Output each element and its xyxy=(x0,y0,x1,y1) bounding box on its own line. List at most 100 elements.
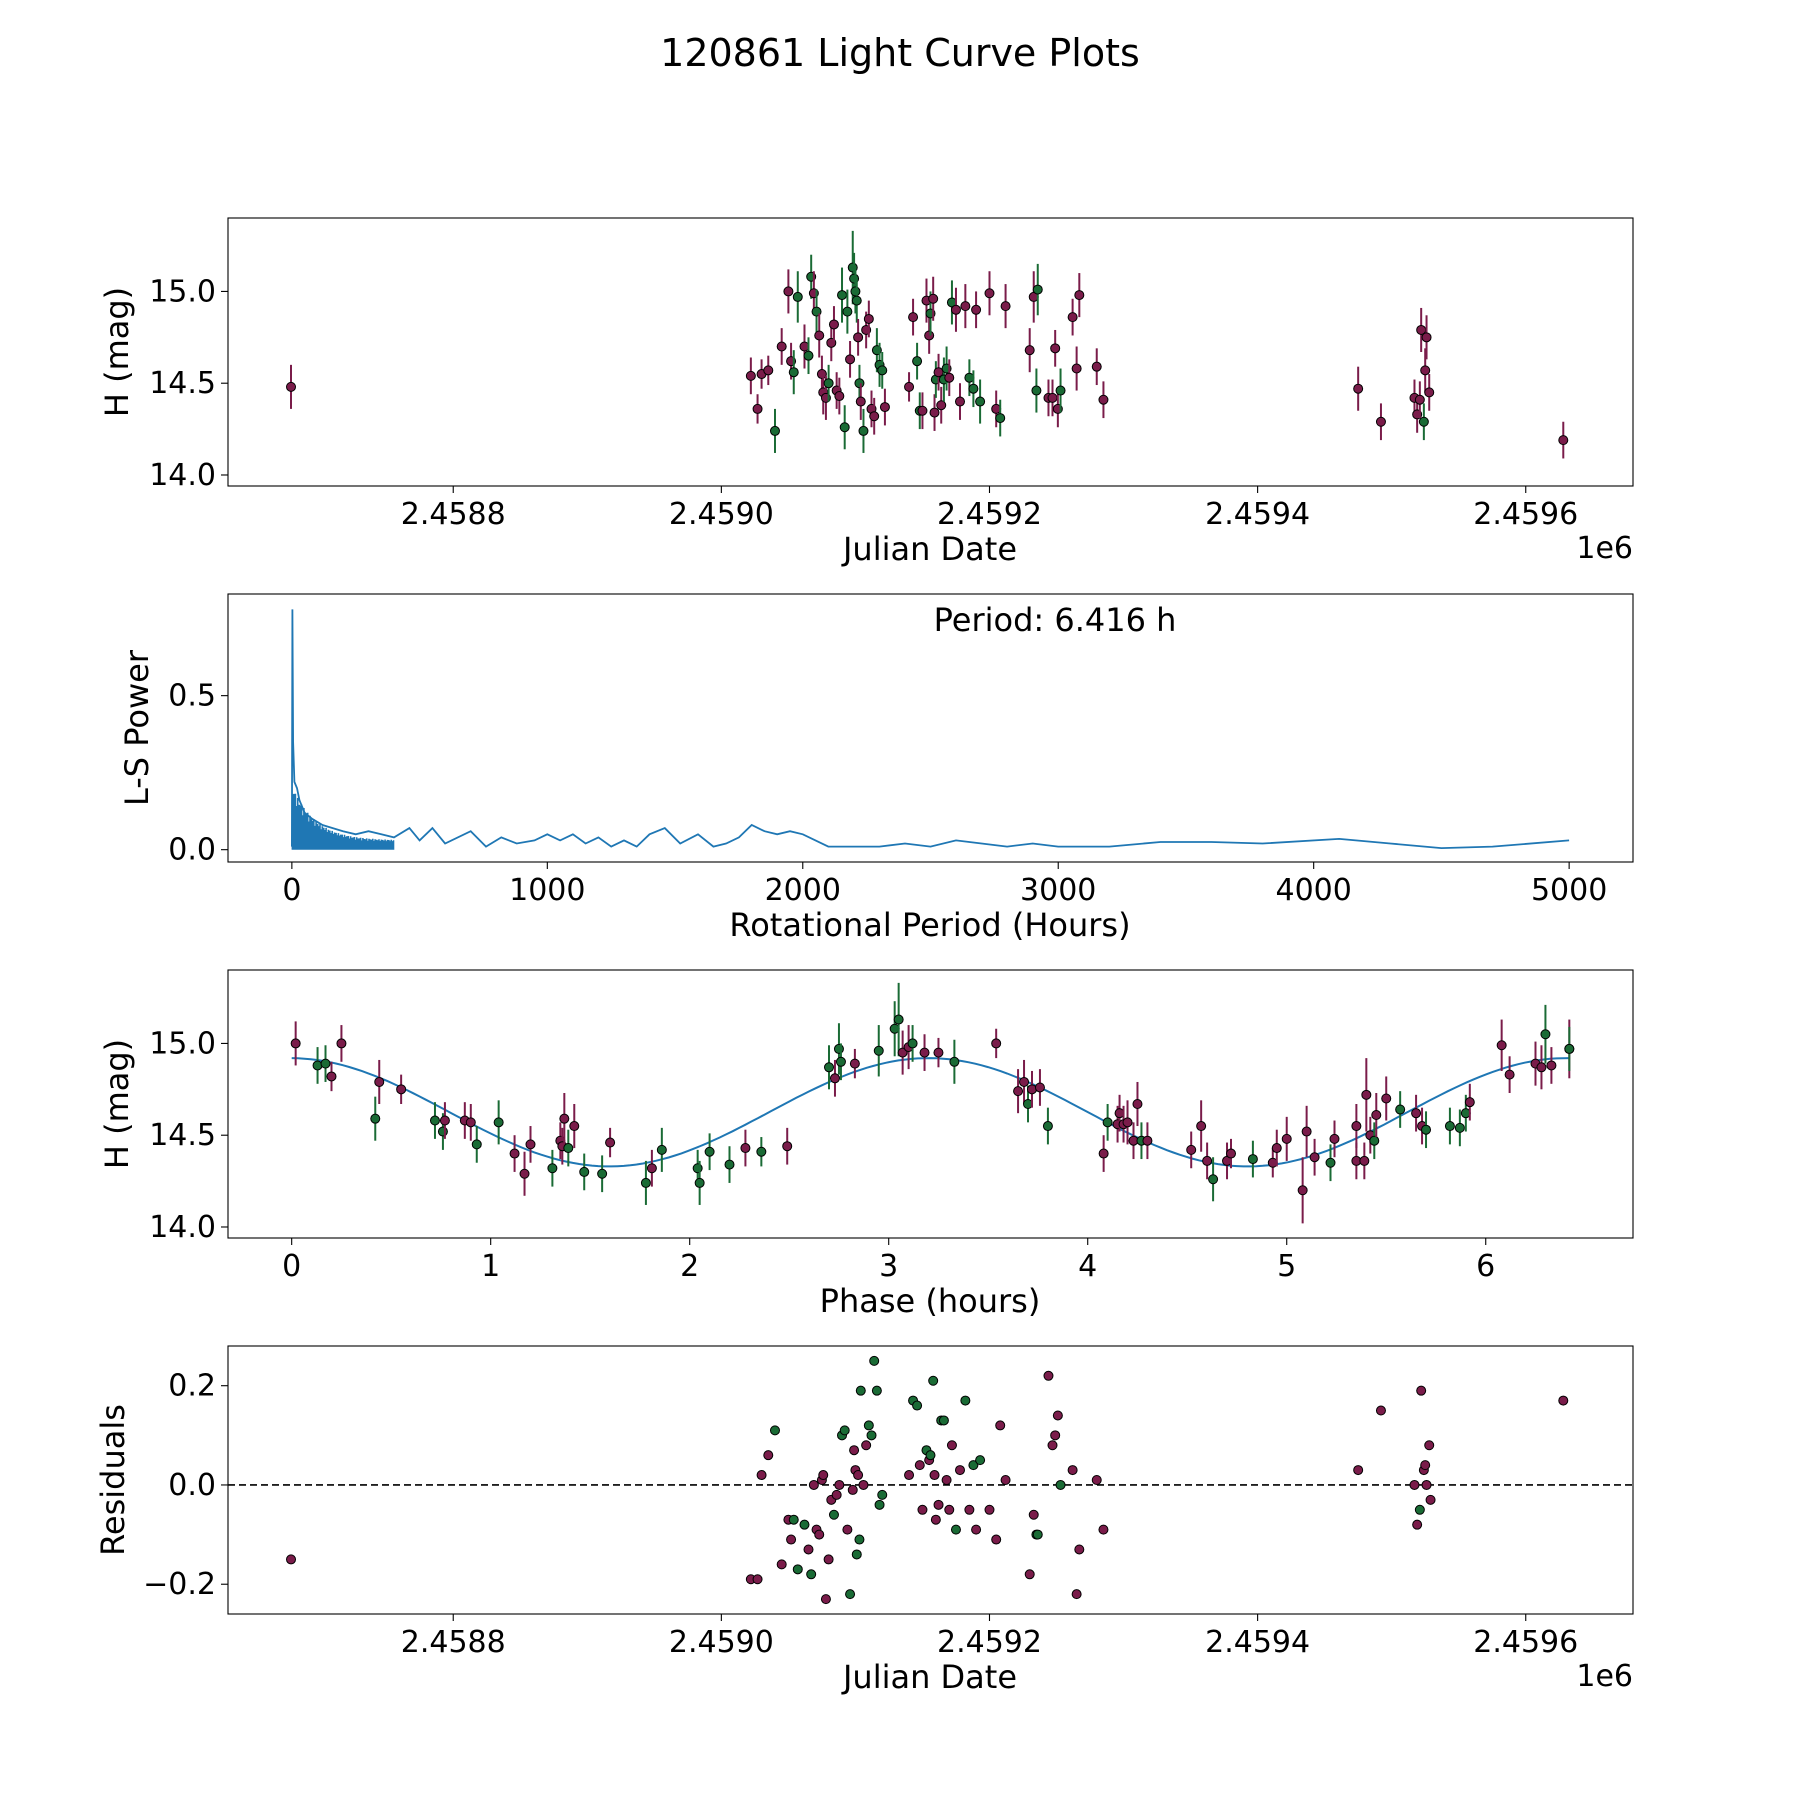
phased-point xyxy=(829,1073,840,1084)
residuals-xtick-label: 2.4590 xyxy=(669,1625,774,1660)
phased-ytick-label: 15.0 xyxy=(149,1026,216,1061)
residuals-ylabel: Residuals xyxy=(94,1404,132,1556)
residuals-axes-frame xyxy=(227,1345,1634,1615)
phased-xtick-label: 4 xyxy=(1078,1249,1097,1284)
phased-point xyxy=(1196,1121,1207,1132)
periodogram-xtick-label: 0 xyxy=(282,873,301,908)
lightcurve-xtick-label: 2.4596 xyxy=(1473,497,1578,532)
residuals-point xyxy=(803,1544,814,1555)
lightcurve-point xyxy=(971,304,982,315)
residuals-point xyxy=(806,1569,817,1580)
lightcurve-xtick-label: 2.4588 xyxy=(401,497,506,532)
lightcurve-ytick-label: 14.5 xyxy=(149,366,216,401)
residuals-point xyxy=(851,1549,862,1560)
phased-point xyxy=(1226,1148,1237,1159)
periodogram-xtick-label: 3000 xyxy=(1020,873,1096,908)
phased-point xyxy=(1371,1110,1382,1121)
phased-point xyxy=(656,1144,667,1155)
phased-point xyxy=(1042,1121,1053,1132)
residuals-point xyxy=(1091,1475,1102,1485)
residuals-point xyxy=(858,1479,869,1490)
residuals-point xyxy=(853,1470,864,1481)
phased-point xyxy=(1564,1043,1575,1054)
residuals-point xyxy=(1043,1370,1054,1381)
residuals-xtick-label: 2.4592 xyxy=(937,1625,1042,1660)
lightcurve-point xyxy=(908,312,919,323)
lightcurve-point xyxy=(929,407,940,418)
phased-point xyxy=(1540,1029,1551,1040)
phased-point xyxy=(559,1113,570,1124)
phased-point xyxy=(437,1126,448,1137)
lightcurve-point xyxy=(869,411,880,422)
phased-point xyxy=(1098,1148,1109,1159)
residuals-point xyxy=(871,1385,882,1396)
phased-point xyxy=(919,1047,930,1058)
lightcurve-point xyxy=(1074,290,1085,301)
phased-point xyxy=(579,1166,590,1177)
lightcurve-point xyxy=(851,295,862,306)
residuals-point xyxy=(1098,1524,1109,1535)
lightcurve-point xyxy=(950,304,961,315)
phased-point xyxy=(1142,1135,1153,1146)
lightcurve-point xyxy=(792,291,803,302)
residuals-point xyxy=(1412,1519,1423,1530)
phased-point xyxy=(1329,1133,1340,1144)
lightcurve-xtick-label: 2.4594 xyxy=(1205,497,1310,532)
residuals-point xyxy=(1055,1479,1066,1490)
residuals-point xyxy=(1052,1410,1063,1421)
lightcurve-point xyxy=(1353,383,1364,394)
phased-point xyxy=(290,1038,301,1049)
lightcurve-point xyxy=(1414,394,1425,405)
phased-point xyxy=(1361,1089,1372,1100)
residuals-point xyxy=(839,1425,850,1436)
lightcurve-point xyxy=(837,290,848,301)
residuals-point xyxy=(863,1420,874,1431)
residuals-point xyxy=(834,1479,845,1490)
lightcurve-point xyxy=(904,381,915,392)
residuals-point xyxy=(1414,1504,1425,1515)
lightcurve-point xyxy=(1421,332,1432,343)
phased-point xyxy=(1247,1154,1258,1165)
phased-point xyxy=(605,1137,616,1148)
lightcurve-point xyxy=(954,396,965,407)
lightcurve-point xyxy=(845,354,856,365)
residuals-point xyxy=(756,1470,767,1481)
lightcurve-point xyxy=(855,396,866,407)
phased-ytick-label: 14.0 xyxy=(149,1210,216,1245)
lightcurve-point xyxy=(879,402,890,413)
phased-point xyxy=(1132,1099,1143,1109)
lightcurve-point xyxy=(850,286,861,297)
phased-point xyxy=(1019,1076,1030,1087)
residuals-point xyxy=(1028,1509,1039,1520)
lightcurve-axes-frame xyxy=(227,217,1634,487)
residuals-point xyxy=(1425,1494,1436,1505)
phased-point xyxy=(563,1143,574,1154)
residuals-point xyxy=(1421,1479,1432,1490)
residuals-point xyxy=(991,1534,1002,1545)
residuals-point xyxy=(842,1524,853,1535)
residuals-point xyxy=(929,1470,940,1481)
residuals-point xyxy=(1050,1430,1061,1441)
lightcurve-point xyxy=(1000,301,1011,312)
residuals-point xyxy=(1416,1385,1427,1396)
residuals-point xyxy=(1558,1395,1569,1406)
lightcurve-point xyxy=(1050,343,1061,354)
periodogram-curve xyxy=(291,609,1570,850)
lightcurve-point xyxy=(776,341,787,352)
residuals-point xyxy=(964,1504,975,1515)
phased-point xyxy=(756,1146,767,1157)
phased-point xyxy=(429,1115,440,1126)
phased-point xyxy=(949,1056,960,1067)
residuals-points xyxy=(286,1355,1569,1605)
lightcurve-point xyxy=(842,306,853,317)
residuals-point xyxy=(792,1564,803,1575)
residuals-point xyxy=(828,1509,839,1520)
lightcurve-point xyxy=(917,405,928,416)
phased-ylabel: H (mag) xyxy=(98,1039,136,1169)
residuals-point xyxy=(847,1484,858,1495)
panel-periodogram: 0 1000 2000 3000 4000 5000 0.0 0.5 Period: 6.41… xyxy=(118,593,1634,944)
phased-point xyxy=(1102,1117,1113,1128)
residuals-offset-label: 1e6 xyxy=(1576,1659,1633,1694)
phased-point xyxy=(933,1047,944,1058)
lightcurve-point xyxy=(834,391,845,402)
